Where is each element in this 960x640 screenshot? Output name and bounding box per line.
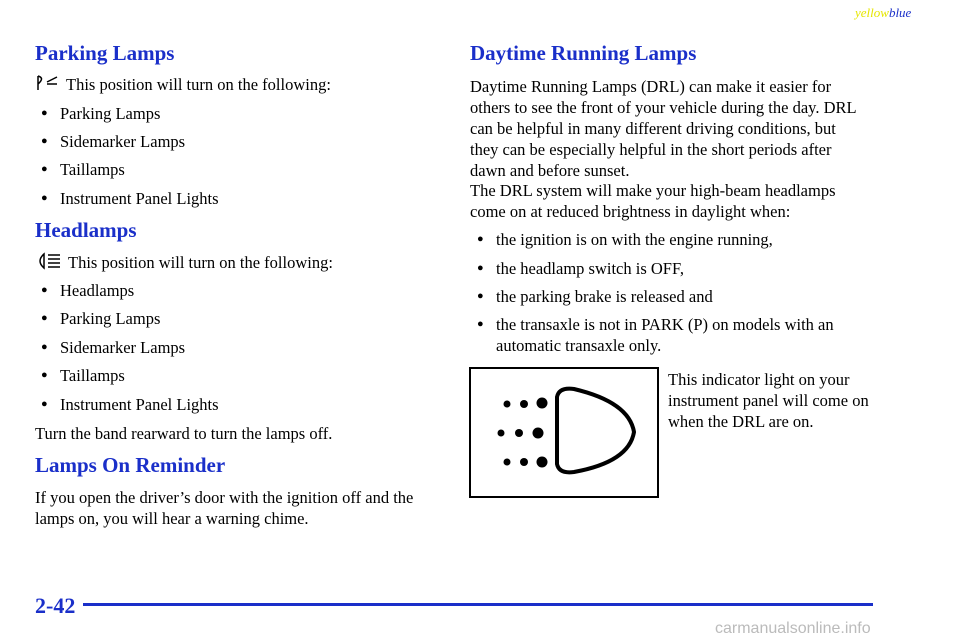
intro: This position will turn on the following… [68, 253, 333, 272]
list-item: the headlamp switch is OFF, [477, 258, 684, 279]
section-title: Lamps On Reminder [35, 453, 226, 477]
paragraph: If you open the driver’s door with the i… [35, 488, 414, 528]
page-number: 2-42 [35, 593, 76, 618]
list-item: Parking Lamps [41, 308, 160, 329]
caption: This indicator light on your instrument … [668, 370, 869, 431]
list-item: Instrument Panel Lights [41, 394, 219, 415]
list-item: Taillamps [41, 159, 125, 180]
list-item: the ignition is on with the engine runni… [477, 229, 773, 250]
note: Turn the band rearward to turn the lamps… [35, 424, 333, 443]
paragraph: The DRL system will make your high-beam … [470, 181, 836, 221]
list-item: Taillamps [41, 365, 125, 386]
list-item: the transaxle is not in PARK (P) on mode… [477, 314, 866, 356]
section-title: Daytime Running Lamps [470, 41, 697, 65]
list-item: Sidemarker Lamps [41, 337, 185, 358]
list-item: Headlamps [41, 280, 134, 301]
header-yellow: yellow [855, 5, 889, 20]
indicator-figure [469, 367, 659, 498]
watermark: carmanualsonline.info [715, 620, 871, 637]
parking-icon [37, 75, 58, 90]
headlamp-icon [39, 252, 60, 270]
list-item: the parking brake is released and [477, 286, 713, 307]
list-item: Sidemarker Lamps [41, 131, 185, 152]
section-title: Headlamps [35, 218, 137, 242]
section-title: Parking Lamps [35, 41, 175, 65]
list-item: Parking Lamps [41, 103, 160, 124]
footer-rule [83, 603, 873, 606]
header-tag: yellowblue [855, 2, 911, 23]
paragraph: Daytime Running Lamps (DRL) can make it … [470, 77, 856, 180]
header-blue: blue [888, 5, 912, 20]
intro: This position will turn on the following… [66, 75, 331, 94]
list-item: Instrument Panel Lights [41, 188, 219, 209]
